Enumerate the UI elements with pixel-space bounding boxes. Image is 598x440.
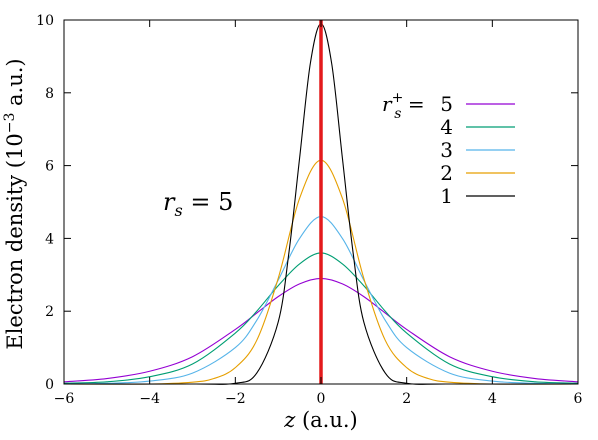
legend-header-subscript: s [394,106,401,122]
x-axis-label-var: z [283,408,296,432]
y-axis-label-exponent: −3 [2,113,18,134]
x-tick-label: −2 [225,391,246,407]
ticks-layer: −6 −4 −2 0 2 4 6 0 2 4 6 8 10 [36,13,582,407]
legend-header-equals: = [401,92,424,116]
legend-label-5: 5 [440,92,453,116]
legend-label-4: 4 [440,115,453,139]
y-tick-label: 10 [36,13,54,29]
y-tick-label: 0 [45,377,54,393]
x-tick-label: 4 [488,391,497,407]
rs-annotation-var: r [163,188,176,216]
y-tick-label: 6 [45,159,54,175]
x-tick-label: −4 [139,391,160,407]
y-tick-label: 2 [45,304,54,320]
x-tick-label: 0 [317,391,326,407]
y-axis-label-unit: a.u.) [3,58,27,112]
rs-annotation-subscript: s [174,201,182,220]
rs-annotation: rs = 5 [163,188,233,220]
y-axis-label: Electron density (10−3 a.u.) [2,58,27,349]
legend-header-superscript: + [392,90,404,106]
legend-header: r+ s = [382,90,425,122]
x-axis-label: z (a.u.) [283,408,358,432]
legend-label-1: 1 [440,184,453,208]
legend-header-var: r [382,92,393,116]
x-tick-label: 6 [574,391,583,407]
y-tick-label: 4 [45,231,54,247]
x-axis-label-unit: (a.u.) [295,408,357,432]
x-tick-label: 2 [402,391,411,407]
rs-annotation-value: = 5 [183,188,234,216]
y-tick-label: 8 [45,86,54,102]
y-axis-label-main: Electron density (10 [3,133,27,349]
x-tick-label: −6 [54,391,75,407]
legend-label-2: 2 [440,161,453,185]
legend-label-3: 3 [440,138,453,162]
